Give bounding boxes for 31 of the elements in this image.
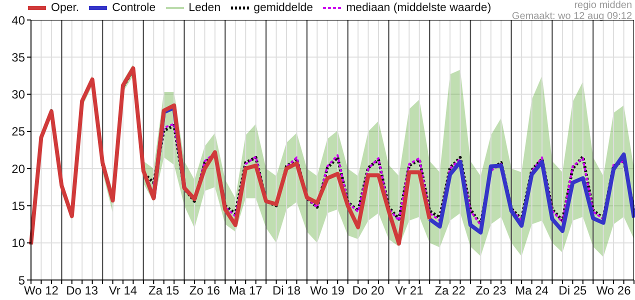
annotation: Gemaakt: wo 12 aug 09:12 bbox=[512, 11, 632, 22]
x-tick-label: Vr 14 bbox=[108, 284, 138, 298]
x-tick-label: Di 18 bbox=[272, 284, 301, 298]
x-tick-label: Zo 23 bbox=[476, 284, 507, 298]
x-tick-label: Wo 26 bbox=[596, 284, 632, 298]
x-tick-label: Di 25 bbox=[558, 284, 588, 298]
x-tick-label: Vr 21 bbox=[395, 284, 424, 298]
x-tick-label: Do 20 bbox=[352, 284, 385, 298]
x-tick-label: Wo 12 bbox=[24, 284, 59, 298]
x-tick-label: Zo 16 bbox=[189, 284, 220, 298]
x-tick-label: Za 15 bbox=[148, 284, 180, 298]
legend-label: Controle bbox=[112, 2, 156, 14]
text: regio midden bbox=[573, 0, 632, 11]
y-tick-label: 15 bbox=[12, 198, 26, 213]
y-tick-label: 25 bbox=[12, 124, 26, 139]
y-tick-label: 20 bbox=[12, 162, 26, 176]
y-tick-label: 35 bbox=[12, 50, 26, 64]
y-tick-label: 40 bbox=[12, 13, 26, 28]
x-tick-label: Za 22 bbox=[434, 284, 466, 298]
x-tick-label: Ma 17 bbox=[228, 284, 263, 298]
legend-label: mediaan (middelste waarde) bbox=[346, 2, 492, 14]
x-tick-label: Ma 24 bbox=[515, 284, 549, 298]
y-tick-label: 30 bbox=[12, 88, 26, 102]
legend-label: gemiddelde bbox=[254, 2, 314, 14]
line-series bbox=[29, 66, 432, 246]
x-tick-label: Do 13 bbox=[66, 284, 98, 298]
legend-label: Leden bbox=[188, 2, 221, 14]
y-tick-label: 10 bbox=[12, 236, 26, 250]
legend-label: Oper. bbox=[51, 2, 80, 14]
y-tick-label: 5 bbox=[18, 273, 26, 288]
x-tick-label: Wo 19 bbox=[310, 284, 345, 298]
